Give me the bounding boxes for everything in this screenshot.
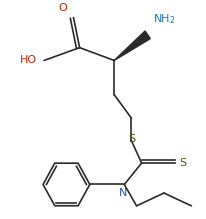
Polygon shape bbox=[114, 31, 150, 60]
Text: S: S bbox=[179, 158, 186, 168]
Text: HO: HO bbox=[20, 55, 37, 65]
Text: O: O bbox=[58, 4, 67, 13]
Text: NH$_2$: NH$_2$ bbox=[153, 12, 175, 26]
Text: S: S bbox=[128, 134, 135, 144]
Text: N: N bbox=[119, 188, 127, 198]
